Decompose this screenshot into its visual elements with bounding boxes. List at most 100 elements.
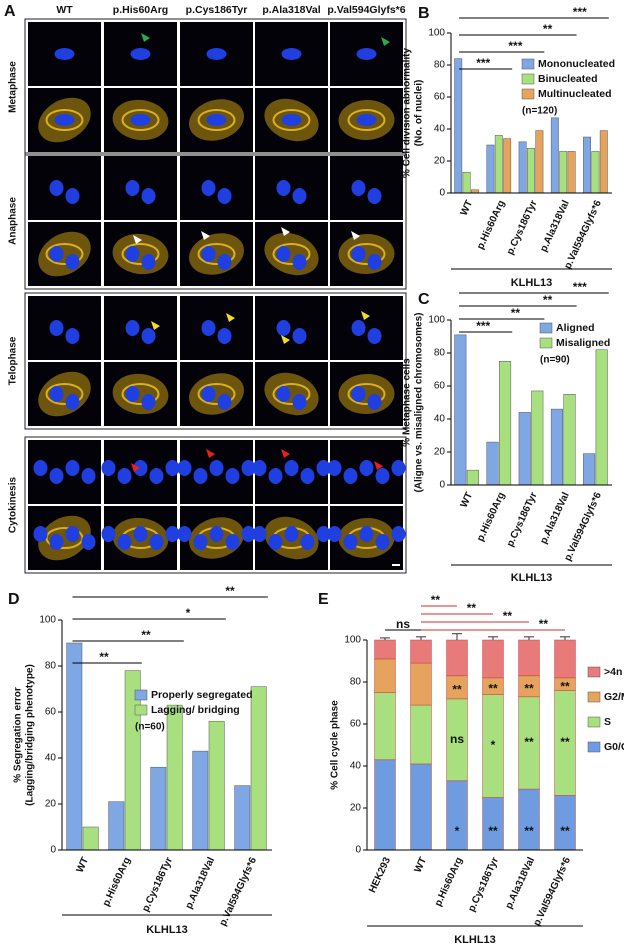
nucleus [209, 526, 224, 542]
nucleus [49, 246, 64, 262]
nucleus [276, 320, 291, 336]
bar-segment [374, 658, 396, 693]
bar [550, 117, 559, 194]
x-axis-label: KLHL13 [511, 277, 553, 289]
column-header: p.Ala318Val [262, 4, 320, 16]
legend-swatch [134, 689, 148, 701]
y-tick-label: 0 [439, 188, 445, 199]
nucleus [217, 254, 232, 270]
cell-spindle [121, 109, 160, 131]
legend-label: >4n [604, 666, 622, 678]
bar [591, 151, 600, 194]
bar [559, 151, 568, 194]
bar [150, 766, 167, 851]
bar [82, 826, 99, 851]
nucleus [206, 114, 227, 126]
nucleus [316, 526, 331, 542]
cell-spindle [347, 383, 386, 405]
arrowhead [381, 37, 390, 46]
bar [494, 135, 503, 194]
legend-label: Lagging/ bridging [151, 704, 240, 716]
micrograph [28, 296, 101, 360]
micrograph [255, 296, 328, 360]
significance-label: ** [431, 593, 441, 607]
arrowhead [201, 231, 210, 240]
y-axis-label: % Cell cycle phase [330, 700, 341, 790]
nucleus [201, 180, 216, 196]
bar [518, 412, 531, 486]
bar [595, 349, 608, 486]
nucleus [292, 254, 307, 270]
x-tick-label: p.Ala318Val [538, 199, 572, 254]
nucleus [292, 328, 307, 344]
bar-segment [518, 788, 540, 851]
significance-label: ** [467, 601, 477, 615]
nucleus [141, 254, 156, 270]
x-tick-label: p.Ala318Val [504, 856, 538, 911]
y-tick-label: 60 [434, 92, 446, 103]
nucleus [201, 320, 216, 336]
cell-spindle [272, 383, 311, 405]
segment-annotation: ** [560, 735, 570, 749]
y-tick-label: 60 [350, 719, 362, 730]
cell-spindle [197, 383, 236, 405]
nucleus [65, 328, 80, 344]
nucleus [276, 180, 291, 196]
significance-label: ** [99, 650, 109, 664]
nucleus [141, 394, 156, 410]
segment-annotation: ** [524, 824, 534, 838]
significance-label: *** [573, 280, 587, 294]
x-tick-label: p.Cys186Tyr [466, 856, 501, 914]
nucleus [141, 328, 156, 344]
nucleus [125, 320, 140, 336]
x-tick-label: p.His60Arg [475, 199, 507, 251]
bar [567, 151, 576, 194]
bar-segment [374, 759, 396, 851]
nucleus [300, 468, 315, 484]
column-header: WT [56, 4, 73, 16]
nucleus [81, 534, 96, 550]
x-tick-label: p.His60Arg [475, 491, 507, 543]
nucleus [54, 114, 75, 126]
y-tick-label: 40 [434, 414, 446, 425]
nucleus [65, 394, 80, 410]
legend-swatch [521, 88, 535, 100]
arrowhead [131, 463, 140, 472]
nucleus [351, 246, 366, 262]
nucleus [201, 246, 216, 262]
arrowhead [361, 311, 370, 320]
nucleus [375, 534, 390, 550]
x-tick-label: WT [459, 491, 476, 510]
nucleus [193, 468, 208, 484]
bar [550, 408, 563, 486]
micrograph [104, 296, 177, 360]
legend-swatch [521, 73, 535, 85]
significance-label: ** [141, 628, 151, 642]
y-tick-label: 40 [434, 124, 446, 135]
x-axis-label: KLHL13 [511, 572, 553, 584]
nucleus [252, 526, 267, 542]
nucleus [133, 526, 148, 542]
y-tick-label: 80 [45, 661, 57, 672]
significance-label: *** [508, 39, 522, 53]
legend-label: Misaligned [556, 337, 610, 349]
segment-annotation: ** [488, 824, 498, 838]
nucleus [316, 460, 331, 476]
nucleus [125, 386, 140, 402]
legend-label: Multinucleated [538, 88, 612, 100]
y-axis-label: (Aligne vs. misaligned chromosomes) [414, 312, 425, 492]
nucleus [351, 180, 366, 196]
nucleus [193, 534, 208, 550]
bar-segment [554, 795, 576, 851]
column-header: p.Val594Glyfs*6 [327, 4, 405, 16]
x-tick-label: p.Cys186Tyr [505, 199, 540, 257]
micrograph [330, 156, 403, 220]
cell-spindle [45, 383, 84, 405]
nucleus [65, 526, 80, 542]
y-tick-label: 40 [45, 753, 57, 764]
segment-annotation: ** [560, 824, 570, 838]
panel-letter: B [418, 5, 430, 22]
phase-box [24, 152, 407, 290]
significance-label: ** [539, 617, 549, 631]
nucleus [177, 526, 192, 542]
